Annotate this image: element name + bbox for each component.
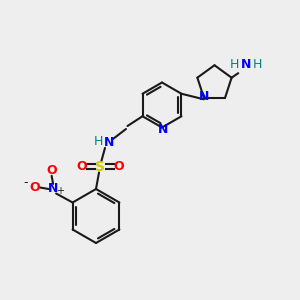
Text: H: H (230, 58, 239, 71)
Text: N: N (158, 122, 169, 136)
Text: H: H (252, 58, 262, 71)
Text: O: O (46, 164, 57, 177)
Text: H: H (93, 134, 103, 148)
Text: S: S (95, 160, 106, 173)
Text: +: + (56, 185, 64, 196)
Text: N: N (199, 90, 209, 103)
Text: -: - (24, 176, 28, 190)
Text: N: N (48, 182, 58, 196)
Text: N: N (241, 58, 251, 71)
Text: O: O (76, 160, 87, 173)
Text: O: O (114, 160, 124, 173)
Text: O: O (29, 181, 40, 194)
Text: N: N (104, 136, 115, 149)
